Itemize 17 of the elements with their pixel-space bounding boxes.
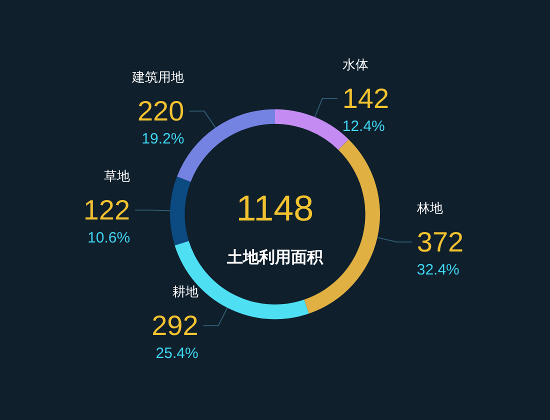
data-label: 122 xyxy=(83,194,130,226)
text: 19.2% xyxy=(142,130,184,148)
data-label: 292 xyxy=(152,310,198,342)
text: 10.6% xyxy=(88,230,130,247)
text: 32.4% xyxy=(416,262,460,279)
slice-label: 水体 xyxy=(342,58,368,74)
slice-label: 耕地 xyxy=(172,285,198,300)
data-label: 372 xyxy=(416,226,464,258)
data-label: 142 xyxy=(342,83,390,114)
slice-label: 草地 xyxy=(104,170,130,185)
text: 12.4% xyxy=(342,118,385,136)
text: 土地利用面积 xyxy=(226,248,324,266)
slice-label: 林地 xyxy=(416,202,443,217)
slice-label: 建筑用地 xyxy=(131,70,184,86)
text: 1148 xyxy=(236,188,314,228)
text: 25.4% xyxy=(156,345,198,362)
data-label: 220 xyxy=(137,96,184,127)
